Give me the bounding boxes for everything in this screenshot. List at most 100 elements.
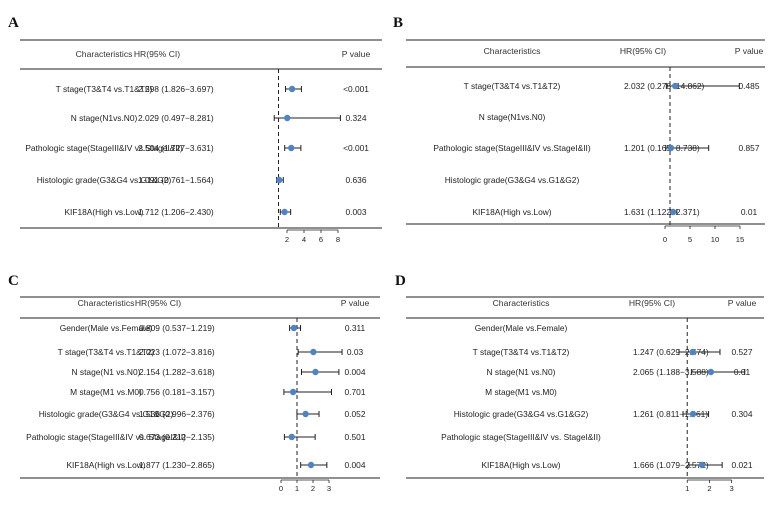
- row-label: KIF18A(High vs.Low): [66, 460, 145, 470]
- table-row: M stage(M1 vs.M0)0.756 (0.181−3.157) 0.70…: [70, 387, 366, 397]
- row-p-value: 0.636: [346, 175, 367, 185]
- x-tick-label: 2: [311, 484, 315, 493]
- panel-letter: A: [8, 15, 19, 31]
- header-p-value: P value: [341, 298, 370, 308]
- x-tick-label: 5: [688, 235, 692, 244]
- header-p-value: P value: [735, 46, 764, 56]
- table-row: N stage(N1vs.N0): [479, 112, 546, 122]
- row-label: T stage(T3&T4 vs.T1&T2): [464, 81, 561, 91]
- forest-panel-c: C Characteristics HR(95% CI) P value 0 1 2 3 Gen…: [8, 273, 380, 493]
- table-row: KIF18A(High vs.Low) 1.666 (1.079−2.572) 0.…: [481, 460, 752, 470]
- hr-point: [288, 85, 296, 93]
- row-hr-ci: 2.065 (1.188−3.588): [633, 367, 709, 377]
- row-p-value: 0.003: [346, 207, 367, 217]
- x-tick-label: 8: [336, 235, 340, 244]
- row-p-value: 0.527: [732, 347, 753, 357]
- row-hr-ci: 2.029 (0.497−8.281): [138, 113, 214, 123]
- row-p-value: 0.324: [346, 113, 367, 123]
- x-tick-label: 1: [295, 484, 299, 493]
- header-p-value: P value: [728, 298, 757, 308]
- table-row: KIF18A(High vs.Low) 1.631 (1.122−2.371) 0.…: [472, 207, 757, 217]
- header-characteristics: Characteristics: [493, 298, 550, 308]
- hr-point: [698, 461, 706, 469]
- table-row: Histologic grade(G3&G4 vs.G1&G2)1.091 (0…: [37, 175, 367, 185]
- table-row: Histologic grade(G3&G4 vs.G1&G2)1.538 (0…: [39, 409, 366, 419]
- x-tick-label: 1: [685, 484, 689, 493]
- row-hr-ci: 1.666 (1.079−2.572): [633, 460, 709, 470]
- forest-panel-d: D Characteristics HR(95% CI) P value 1 2 3 Gend…: [395, 273, 764, 493]
- hr-point: [276, 176, 283, 184]
- table-row: T stage(T3&T4 vs.T1&T2) 1.247 (0.629−2.47…: [473, 347, 753, 357]
- row-label: Pathologic stage(StageIII&IV vs.StageI&I…: [433, 143, 591, 153]
- row-hr-ci: 1.538 (0.996−2.376): [139, 409, 215, 419]
- row-p-value: 0.01: [741, 207, 758, 217]
- table-row: N stage(N1 vs.N0)2.154 (1.282−3.618) 0.00…: [72, 367, 366, 377]
- row-p-value: 0.701: [345, 387, 366, 397]
- panel-letter: D: [395, 273, 406, 289]
- hr-point: [707, 368, 715, 376]
- row-hr-ci: 2.032 (0.278−14.862): [624, 81, 705, 91]
- row-hr-ci: 1.261 (0.811−1.961): [633, 409, 708, 419]
- table-row: N stage(N1vs.N0) 2.029 (0.497−8.281) 0.324: [71, 113, 367, 123]
- table-row: M stage(M1 vs.M0): [485, 387, 557, 397]
- row-p-value: 0.004: [345, 367, 366, 377]
- hr-point: [302, 410, 309, 418]
- row-label: M stage(M1 vs.M0): [70, 387, 142, 397]
- x-tick-label: 3: [730, 484, 734, 493]
- table-row: T stage(T3&T4 vs.T1&T2)2.598 (1.826−3.69…: [56, 84, 370, 94]
- row-hr-ci: 0.673 (0.212−2.135): [139, 432, 215, 442]
- row-hr-ci: 2.598 (1.826−3.697): [138, 84, 214, 94]
- row-label: N stage(N1vs.N0): [479, 112, 546, 122]
- header-characteristics: Characteristics: [484, 46, 541, 56]
- table-row: KIF18A(High vs.Low)1.712 (1.206−2.430) 0.…: [64, 207, 366, 217]
- row-label: T stage(T3&T4 vs.T1&T2): [58, 347, 155, 357]
- table-row: Histologic grade(G3&G4 vs.G1&G2) 1.261 (0…: [454, 409, 753, 419]
- row-label: Gender(Male vs.Female): [60, 323, 153, 333]
- row-p-value: 0.03: [347, 347, 364, 357]
- row-hr-ci: 1.712 (1.206−2.430): [138, 207, 214, 217]
- forest-panel-a: A Characteristics HR(95% CI) P value 2 4 6 8 T s…: [8, 15, 382, 244]
- row-label: Gender(Male vs.Female): [475, 323, 568, 333]
- table-row: Gender(Male vs.Female)0.809 (0.537−1.219…: [60, 323, 366, 333]
- row-p-value: <0.001: [343, 143, 369, 153]
- hr-point: [310, 348, 317, 356]
- row-hr-ci: 1.631 (1.122−2.371): [624, 207, 700, 217]
- hr-point: [289, 388, 297, 396]
- table-row: T stage(T3&T4 vs.T1&T2)2.023 (1.072−3.81…: [58, 347, 364, 357]
- hr-point: [284, 114, 291, 122]
- x-tick-label: 2: [707, 484, 711, 493]
- header-p-value: P value: [342, 49, 371, 59]
- hr-point: [290, 324, 298, 332]
- hr-point: [671, 82, 679, 90]
- row-p-value: 0.304: [732, 409, 753, 419]
- row-hr-ci: 1.247 (0.629−2.474): [633, 347, 709, 357]
- x-tick-label: 3: [327, 484, 331, 493]
- header-characteristics: Characteristics: [78, 298, 135, 308]
- row-label: N stage(N1vs.N0): [71, 113, 138, 123]
- row-hr-ci: 2.504 (1.727−3.631): [138, 143, 214, 153]
- row-label: Pathologic stage(StageIII&IV vs. StageI&…: [441, 432, 601, 442]
- row-label: Histologic grade(G3&G4 vs.G1&G2): [39, 409, 174, 419]
- hr-point: [288, 433, 295, 441]
- row-hr-ci: 1.877 (1.230−2.865): [139, 460, 215, 470]
- row-p-value: 0.857: [739, 143, 760, 153]
- row-label: Histologic grade(G3&G4 vs.G1&G2): [37, 175, 172, 185]
- forest-panel-b: B Characteristics HR(95% CI) P value 0 5 10 15 T…: [393, 15, 765, 244]
- hr-point: [667, 144, 675, 152]
- row-p-value: 0.485: [739, 81, 760, 91]
- table-row: Pathologic stage(StageIII&IV vs. StageI&…: [26, 432, 366, 442]
- row-label: N stage(N1 vs.N0): [487, 367, 556, 377]
- table-row: N stage(N1 vs.N0) 2.065 (1.188−3.588) 0.01: [487, 367, 751, 377]
- panel-letter: C: [8, 273, 19, 289]
- x-tick-label: 0: [663, 235, 667, 244]
- header-hr: HR(95% CI): [629, 298, 675, 308]
- x-tick-label: 0: [279, 484, 283, 493]
- row-label: Histologic grade(G3&G4 vs.G1&G2): [454, 409, 589, 419]
- row-p-value: 0.004: [345, 460, 366, 470]
- x-tick-label: 10: [711, 235, 719, 244]
- row-hr-ci: 2.023 (1.072−3.816): [139, 347, 215, 357]
- header-characteristics: Characteristics: [76, 49, 133, 59]
- table-row: KIF18A(High vs.Low)1.877 (1.230−2.865) 0.…: [66, 460, 365, 470]
- row-hr-ci: 0.756 (0.181−3.157): [139, 387, 215, 397]
